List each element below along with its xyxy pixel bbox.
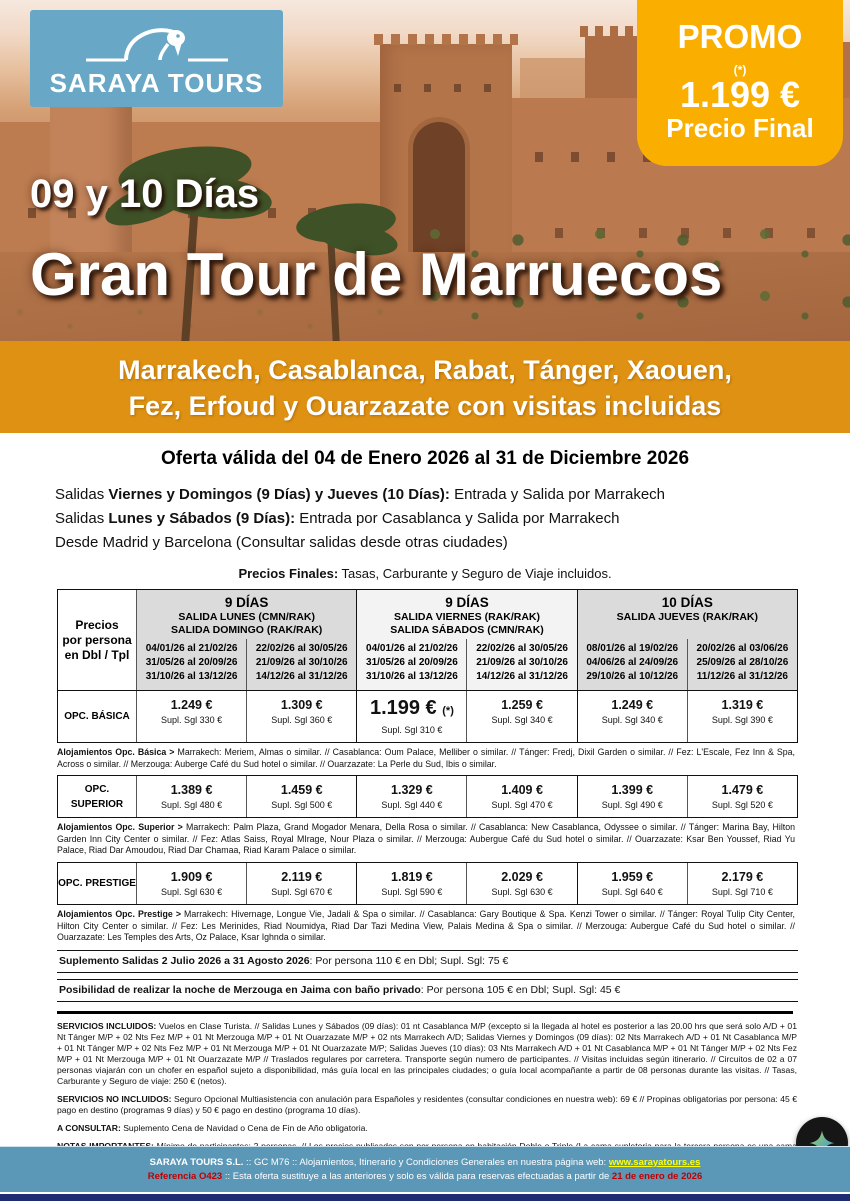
departure-line: Salidas Lunes y Sábados (9 Días): Entrad… xyxy=(55,510,620,527)
price-cell: 1.959 € Supl. Sgl 640 € xyxy=(576,862,687,904)
reference-code: Referencia O423 xyxy=(147,1171,223,1182)
website-link[interactable]: www.sarayatours.es xyxy=(608,1157,701,1168)
cities-line-1: Marrakech, Casablanca, Rabat, Tánger, Xa… xyxy=(118,355,732,385)
footer-line-1: SARAYA TOURS S.L. :: GC M76 :: Alojamien… xyxy=(149,1157,701,1168)
price-row-superior: OPC. SUPERIOR 1.389 € Supl. Sgl 480 € 1.4… xyxy=(57,775,798,819)
price-cell: 2.029 € Supl. Sgl 630 € xyxy=(466,862,577,904)
departure-line: Desde Madrid y Barcelona (Consultar sali… xyxy=(55,534,508,551)
date-range-cell: 22/02/26 al 30/05/26 21/09/26 al 30/10/2… xyxy=(246,639,357,690)
jaima-supplement: Posibilidad de realizar la noche de Merz… xyxy=(57,978,798,1002)
promo-asterisk: (*) xyxy=(733,63,747,77)
bottom-bar xyxy=(0,1194,850,1201)
price-cell: 1.409 € Supl. Sgl 470 € xyxy=(466,776,577,818)
valid-from-date: 21 de enero de 2026 xyxy=(611,1171,703,1182)
price-cell: 1.909 € Supl. Sgl 630 € xyxy=(136,862,247,904)
table-corner-label: Precios por persona en Dbl / Tpl xyxy=(58,590,136,690)
price-cell: 1.249 € Supl. Sgl 330 € xyxy=(136,691,247,742)
promo-label: PROMO xyxy=(677,18,803,55)
price-cell: 1.479 € Supl. Sgl 520 € xyxy=(686,776,797,818)
departure-line: Salidas Viernes y Domingos (9 Días) y Ju… xyxy=(55,486,666,503)
date-range-cell: 20/02/26 al 03/06/26 25/09/26 al 28/10/2… xyxy=(686,639,797,690)
price-cell: 1.309 € Supl. Sgl 360 € xyxy=(246,691,357,742)
date-range-cell: 08/01/26 al 19/02/26 04/06/26 al 24/09/2… xyxy=(576,639,687,690)
promo-badge: PROMO (*) 1.199 € Precio Final xyxy=(637,0,843,166)
services-included: SERVICIOS INCLUIDOS: Vuelos en Clase Tur… xyxy=(57,1020,797,1086)
group-9dias-viernes: 9 DÍAS SALIDA VIERNES (RAK/RAK) SALIDA S… xyxy=(356,590,577,639)
price-cell: 1.819 € Supl. Sgl 590 € xyxy=(356,862,467,904)
price-cell: 1.389 € Supl. Sgl 480 € xyxy=(136,776,247,818)
spark-icon xyxy=(809,1130,835,1156)
date-range-cell: 22/02/26 al 30/05/26 21/09/26 al 30/10/2… xyxy=(466,639,577,690)
footer: SARAYA TOURS S.L. :: GC M76 :: Alojamien… xyxy=(0,1146,850,1192)
promo-price-cell: 1.199 € (*) Supl. Sgl 310 € xyxy=(356,691,467,742)
divider xyxy=(57,1010,793,1014)
price-cell: 1.249 € Supl. Sgl 340 € xyxy=(576,691,687,742)
hotels-note-basica: Alojamientos Opc. Básica > Marrakech: Me… xyxy=(57,747,796,769)
cities-banner: Marrakech, Casablanca, Rabat, Tánger, Xa… xyxy=(0,341,850,433)
price-cell: 1.459 € Supl. Sgl 500 € xyxy=(246,776,357,818)
logo-text: SARAYA TOURS xyxy=(49,67,264,98)
price-table-header: Precios por persona en Dbl / Tpl 9 DÍAS … xyxy=(57,589,798,691)
services-not-included: SERVICIOS NO INCLUIDOS: Seguro Opcional … xyxy=(57,1093,797,1115)
price-cell: 1.259 € Supl. Sgl 340 € xyxy=(466,691,577,742)
offer-validity: Oferta válida del 04 de Enero 2026 al 31… xyxy=(160,448,690,469)
departures-info: Salidas Viernes y Domingos (9 Días) y Ju… xyxy=(55,483,850,555)
saraya-bird-icon xyxy=(85,27,228,61)
duration-title: 09 y 10 Días xyxy=(30,172,260,216)
to-consult: A CONSULTAR: Suplemento Cena de Navidad … xyxy=(57,1122,368,1133)
group-10dias-jueves: 10 DÍAS SALIDA JUEVES (RAK/RAK) xyxy=(576,590,797,639)
date-range-cell: 04/01/26 al 21/02/26 31/05/26 al 20/09/2… xyxy=(356,639,467,690)
hotels-note-superior: Alojamientos Opc. Superior > Marrakech: … xyxy=(57,822,796,856)
offer-content: Oferta válida del 04 de Enero 2026 al 31… xyxy=(0,433,850,1192)
page-title: Gran Tour de Marruecos xyxy=(30,241,723,308)
price-row-prestige: OPC. PRESTIGE 1.909 € Supl. Sgl 630 € 2.1… xyxy=(57,861,798,905)
promo-final-label: Precio Final xyxy=(666,113,814,143)
hotels-note-prestige: Alojamientos Opc. Prestige > Marrakech: … xyxy=(57,908,795,943)
price-cell: 2.119 € Supl. Sgl 670 € xyxy=(246,862,357,904)
final-prices-note: Precios Finales: Tasas, Carburante y Seg… xyxy=(238,566,612,581)
price-cell: 1.329 € Supl. Sgl 440 € xyxy=(356,776,467,818)
date-range-cell: 04/01/26 al 21/02/26 31/05/26 al 20/09/2… xyxy=(136,639,247,690)
group-9dias-lunes: 9 DÍAS SALIDA LUNES (CMN/RAK) SALIDA DOM… xyxy=(136,590,357,639)
price-cell: 2.179 € Supl. Sgl 710 € xyxy=(686,862,797,904)
saraya-tours-logo: SARAYA TOURS xyxy=(30,10,283,107)
footer-line-2: Referencia O423 :: Esta oferta sustituye… xyxy=(147,1171,703,1182)
price-cell: 1.399 € Supl. Sgl 490 € xyxy=(576,776,687,818)
summer-supplement: Suplemento Salidas 2 Julio 2026 a 31 Ago… xyxy=(57,949,798,973)
promo-price: 1.199 € xyxy=(679,74,801,115)
price-cell: 1.319 € Supl. Sgl 390 € xyxy=(686,691,797,742)
cities-line-2: Fez, Erfoud y Ouarzazate con visitas inc… xyxy=(128,391,722,421)
hero-photo: SARAYA TOURS PROMO (*) 1.199 € Precio Fi… xyxy=(0,0,850,341)
price-row-basica: OPC. BÁSICA 1.249 € Supl. Sgl 330 € 1.309… xyxy=(57,691,798,743)
